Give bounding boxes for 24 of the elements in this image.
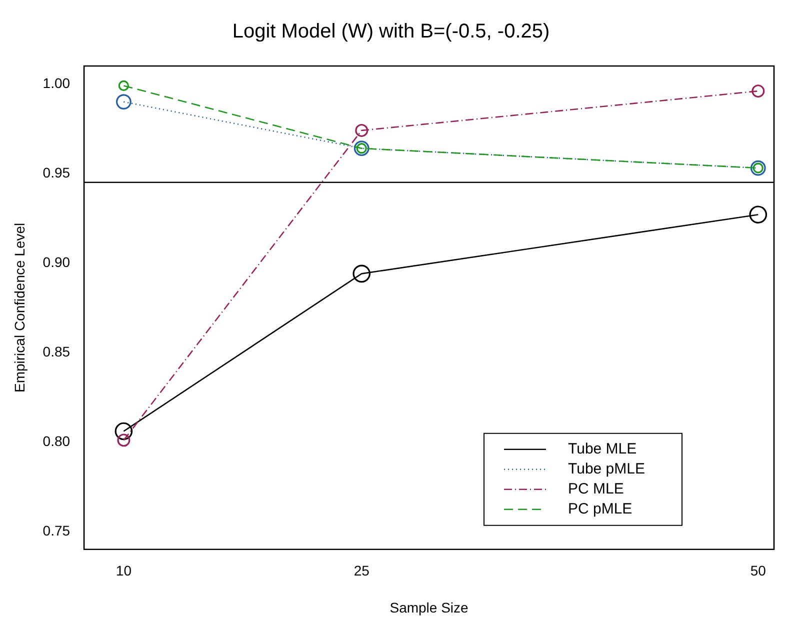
y-tick-label: 0.90 [42, 254, 70, 270]
point [114, 422, 133, 440]
point [352, 264, 371, 283]
x-tick-label: 25 [354, 562, 370, 579]
y-tick-label: 0.95 [42, 164, 70, 180]
point [749, 206, 768, 224]
y-axis-title: Empirical Confidence Level [11, 222, 28, 393]
point [752, 84, 765, 98]
x-tick-label: 50 [750, 562, 766, 579]
y-tick-label: 0.75 [42, 522, 70, 538]
point [117, 434, 130, 447]
chart-title: Logit Model (W) with B=(-0.5, -0.25) [232, 20, 550, 43]
point [355, 124, 368, 137]
point [118, 80, 129, 91]
legend-label: Tube pMLE [568, 460, 645, 478]
y-tick-label: 1.00 [42, 74, 70, 91]
y-tick-label: 0.80 [42, 432, 70, 449]
point [116, 94, 132, 110]
x-tick-label: 10 [116, 562, 132, 579]
y-tick-label: 0.85 [42, 343, 70, 360]
x-axis-title: Sample Size [390, 599, 469, 616]
legend-label: PC MLE [568, 480, 624, 498]
legend-label: PC pMLE [568, 500, 632, 518]
legend-label: Tube MLE [568, 440, 637, 458]
